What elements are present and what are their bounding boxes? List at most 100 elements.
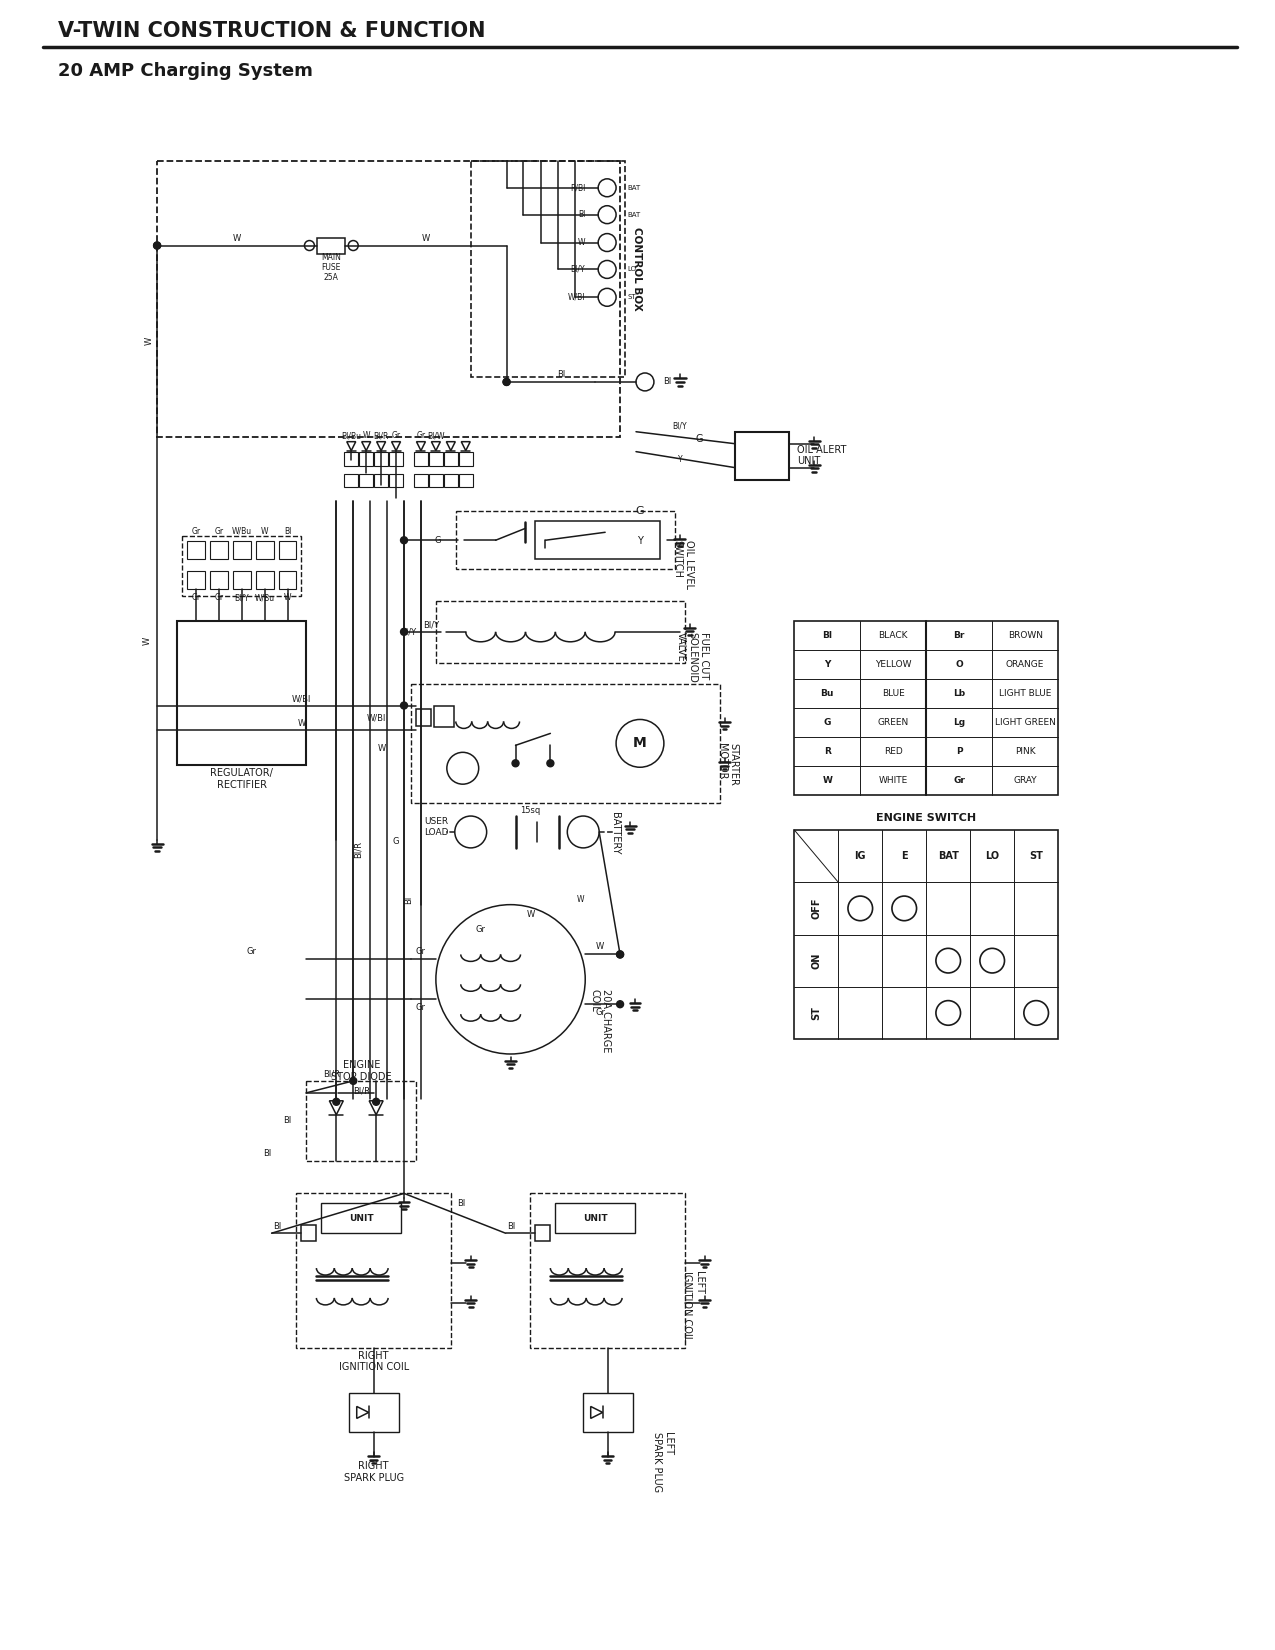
Text: LEFT
IGNITION COIL: LEFT IGNITION COIL [682, 1270, 704, 1341]
Bar [233, 541, 251, 559]
Text: Gr: Gr [191, 594, 200, 602]
Text: Bu: Bu [821, 690, 834, 698]
Text: Bl: Bl [456, 1200, 465, 1208]
Text: Gr: Gr [417, 431, 426, 441]
Bar [278, 571, 297, 589]
Text: W: W [362, 431, 370, 441]
Bar [536, 1226, 551, 1241]
Text: Gr: Gr [476, 926, 486, 934]
Text: Gr: Gr [214, 594, 223, 602]
Text: W: W [261, 526, 268, 536]
Text: 20 AMP Charging System: 20 AMP Charging System [57, 63, 312, 81]
Polygon shape [446, 442, 455, 450]
Text: Bl: Bl [273, 1221, 282, 1231]
Circle shape [153, 243, 161, 249]
Text: ST: ST [627, 294, 636, 300]
Text: Br: Br [954, 630, 965, 640]
Text: W/Bu: W/Bu [232, 526, 251, 536]
Text: PINK: PINK [1015, 747, 1035, 756]
Text: Bl: Bl [264, 1148, 272, 1158]
Text: BROWN: BROWN [1007, 630, 1043, 640]
Bar [297, 1193, 451, 1348]
Bar [428, 452, 442, 465]
Polygon shape [329, 1101, 343, 1115]
Text: UNIT: UNIT [349, 1214, 374, 1223]
Text: Bl: Bl [284, 526, 291, 536]
Circle shape [153, 243, 161, 249]
Polygon shape [370, 1101, 382, 1115]
Text: W/Bl: W/Bl [292, 695, 311, 703]
Bar [210, 571, 228, 589]
Bar [321, 1203, 402, 1233]
Text: STARTER
MOTOR: STARTER MOTOR [717, 744, 738, 787]
Text: Bl/Y: Bl/Y [672, 421, 687, 431]
Bar [182, 536, 301, 596]
Bar [374, 474, 388, 487]
Bar [360, 474, 374, 487]
Text: USER
LOAD: USER LOAD [423, 817, 448, 837]
Text: W: W [143, 637, 152, 645]
Bar [428, 474, 442, 487]
Text: RIGHT
IGNITION COIL: RIGHT IGNITION COIL [339, 1351, 409, 1373]
Text: ST: ST [811, 1006, 821, 1020]
Bar [734, 432, 789, 480]
Text: 15sq: 15sq [520, 805, 541, 815]
Circle shape [333, 1099, 340, 1106]
Bar [459, 474, 473, 487]
Bar [414, 452, 428, 465]
Text: GRAY: GRAY [1014, 776, 1037, 785]
Bar [389, 452, 403, 465]
Text: Bl: Bl [663, 378, 671, 386]
Bar [344, 474, 358, 487]
Bar [349, 1393, 399, 1432]
Bar [794, 620, 1058, 795]
Bar [389, 474, 403, 487]
Bar [374, 452, 388, 465]
Text: REGULATOR/
RECTIFIER: REGULATOR/ RECTIFIER [210, 769, 273, 790]
Bar [278, 541, 297, 559]
Text: Gr: Gr [595, 1008, 606, 1016]
Bar [414, 474, 428, 487]
Polygon shape [391, 442, 400, 450]
Text: Bl/R: Bl/R [353, 842, 362, 858]
Circle shape [400, 701, 408, 710]
Text: Bl/Y: Bl/Y [400, 627, 416, 637]
Circle shape [513, 759, 519, 767]
Bar [344, 452, 358, 465]
Circle shape [617, 950, 623, 959]
Text: Bl/W: Bl/W [427, 431, 445, 441]
Text: Bl: Bl [404, 896, 413, 904]
Circle shape [400, 629, 408, 635]
Polygon shape [357, 1406, 368, 1419]
Circle shape [372, 1099, 380, 1106]
Text: W: W [144, 337, 153, 345]
Text: Bl/Y: Bl/Y [235, 594, 249, 602]
Circle shape [504, 378, 510, 386]
Text: G: G [393, 838, 399, 846]
Text: M: M [634, 736, 646, 751]
Text: 20A CHARGE
COIL: 20A CHARGE COIL [589, 990, 611, 1053]
Text: W: W [377, 744, 386, 752]
Text: W: W [284, 594, 291, 602]
Text: BAT: BAT [627, 185, 640, 191]
Text: Gr: Gr [954, 776, 965, 785]
Text: W: W [595, 942, 604, 950]
Bar [306, 1081, 416, 1160]
Text: W: W [578, 238, 585, 248]
Text: BLUE: BLUE [882, 690, 905, 698]
Circle shape [617, 1002, 623, 1008]
Text: Bl/Y: Bl/Y [571, 266, 585, 274]
Text: ON: ON [811, 952, 821, 969]
Bar [444, 452, 458, 465]
Text: Bl/Bu: Bl/Bu [342, 431, 361, 441]
Circle shape [617, 950, 623, 959]
Polygon shape [362, 442, 371, 450]
Text: W: W [297, 719, 306, 728]
Text: O: O [955, 660, 963, 668]
Text: W/Bl: W/Bl [367, 714, 386, 723]
Text: RIGHT
SPARK PLUG: RIGHT SPARK PLUG [343, 1462, 404, 1483]
Text: ORANGE: ORANGE [1006, 660, 1044, 668]
Text: R/Bl: R/Bl [570, 183, 585, 193]
Text: ST: ST [1029, 851, 1043, 861]
Bar [470, 162, 625, 376]
